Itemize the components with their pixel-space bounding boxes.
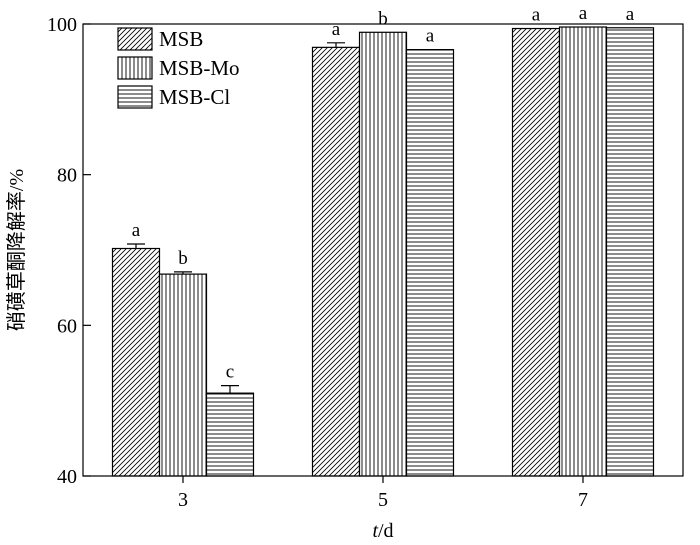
legend-swatch-msb-mo — [117, 56, 153, 80]
x-axis-label: t/d — [372, 520, 393, 542]
bar-msb-mo-day7 — [558, 26, 608, 477]
x-tick-label-7: 7 — [578, 489, 588, 511]
legend: MSB MSB-Mo MSB-Cl — [117, 27, 240, 109]
x-axis-label-unit: /d — [378, 520, 394, 542]
bar-msb-day5 — [311, 46, 361, 477]
legend-swatch-msb-cl — [117, 85, 153, 109]
significance-letters-group: a b c a b a a a a — [132, 3, 635, 383]
significance-letter-msb-mo-day3: b — [178, 248, 188, 269]
x-axis-label-variable: t — [372, 520, 378, 542]
y-axis: 40 60 80 100 — [47, 14, 91, 488]
bar-msb-day7 — [511, 27, 561, 477]
significance-letter-msb-mo-day5: b — [378, 8, 388, 29]
y-tick-label-40: 40 — [57, 466, 77, 488]
bar-msb-mo-day3 — [158, 273, 208, 477]
bar-msb-cl-day7 — [605, 27, 655, 477]
bar-msb-cl-day3 — [205, 392, 255, 477]
y-tick-label-80: 80 — [57, 165, 77, 187]
x-axis: 3 5 7 — [178, 476, 588, 511]
y-tick-label-60: 60 — [57, 315, 77, 337]
legend-label-msb-mo: MSB-Mo — [159, 56, 240, 80]
legend-label-msb-cl: MSB-Cl — [159, 85, 230, 109]
significance-letter-msb-cl-day7: a — [626, 4, 635, 25]
legend-label-msb: MSB — [159, 27, 203, 51]
significance-letter-msb-cl-day5: a — [426, 26, 435, 47]
x-tick-label-5: 5 — [378, 489, 388, 511]
x-tick-label-3: 3 — [178, 489, 188, 511]
legend-swatch-msb — [117, 27, 153, 51]
y-tick-label-100: 100 — [47, 14, 77, 36]
bar-msb-cl-day5 — [405, 49, 455, 477]
y-axis-label: 硝磺草酮降解率/% — [5, 169, 28, 331]
significance-letter-msb-day3: a — [132, 220, 141, 241]
bar-msb-mo-day5 — [358, 31, 408, 477]
significance-letter-msb-day5: a — [332, 19, 341, 40]
error-bars-group — [127, 42, 345, 394]
significance-letter-msb-cl-day3: c — [226, 362, 234, 383]
significance-letter-msb-day7: a — [532, 5, 541, 26]
bars-group — [111, 26, 655, 477]
significance-letter-msb-mo-day7: a — [579, 3, 588, 24]
bar-msb-day3 — [111, 247, 161, 477]
